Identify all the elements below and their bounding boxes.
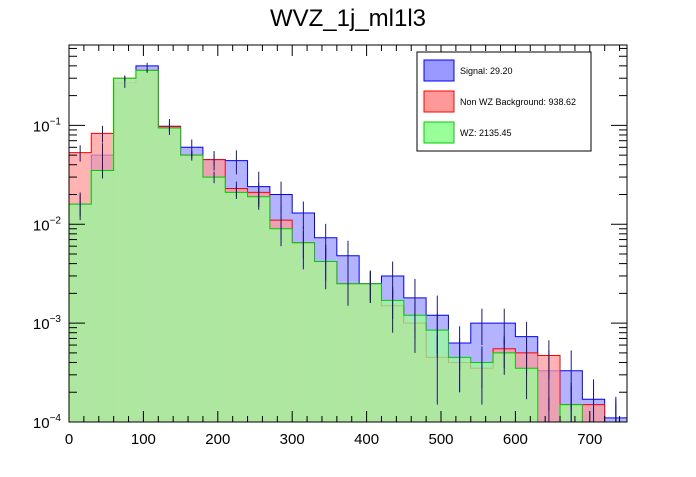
- wz-bin-1: [91, 170, 114, 422]
- x-tick-label: 700: [577, 431, 602, 448]
- wz-bin-4: [158, 128, 181, 422]
- y-tick-label-exponent: −1: [50, 116, 62, 127]
- wz-bin-7: [225, 192, 248, 422]
- wz-bin-10: [292, 242, 315, 422]
- x-tick-label: 600: [503, 431, 528, 448]
- chart-title: WVZ_1j_ml1l3: [270, 5, 426, 32]
- y-tick-label-exponent: −4: [50, 413, 62, 424]
- wz-bin-8: [247, 196, 270, 422]
- wz-bin-15: [403, 315, 427, 422]
- wz-error-bars: [79, 68, 617, 422]
- wz-bin-11: [314, 261, 337, 422]
- legend-swatch-non-wz-background: [423, 90, 455, 113]
- wz-bin-6: [202, 177, 226, 422]
- error-bars-layer: [79, 62, 617, 422]
- series-wz: [68, 69, 627, 423]
- y-tick-label-exponent: −3: [50, 314, 62, 325]
- signal-outline: [68, 65, 627, 422]
- wz-bin-19: [493, 352, 516, 422]
- x-tick-label: 100: [131, 431, 156, 448]
- y-tick-label: 10−1: [33, 116, 62, 135]
- wz-outline: [68, 69, 627, 423]
- y-tick-label-base: 10: [33, 118, 50, 135]
- legend-label-non-wz-background: Non WZ Background: 938.62: [460, 97, 576, 107]
- x-tick-label: 400: [354, 431, 379, 448]
- legend-label-signal: Signal: 29.20: [460, 66, 513, 76]
- histogram-bars-layer: [68, 65, 627, 423]
- x-tick-label: 200: [205, 431, 230, 448]
- wz-bin-13: [359, 283, 382, 422]
- y-tick-label-exponent: −2: [50, 215, 62, 226]
- x-tick-label: 0: [65, 431, 73, 448]
- wz-bin-14: [381, 300, 404, 422]
- y-tick-label: 10−4: [33, 413, 62, 432]
- legend-swatch-wz: [423, 121, 455, 144]
- wz-bin-0: [69, 204, 92, 422]
- wz-bin-9: [269, 228, 293, 422]
- wz-bin-2: [113, 78, 136, 422]
- legend-label-wz: WZ: 2135.45: [460, 128, 512, 138]
- wz-bin-12: [336, 283, 360, 422]
- wz-bin-5: [180, 155, 203, 422]
- x-tick-label: 300: [280, 431, 305, 448]
- y-tick-label-base: 10: [33, 316, 50, 333]
- y-tick-label-base: 10: [33, 217, 50, 234]
- legend: Signal: 29.20 Non WZ Background: 938.62 WZ…: [416, 51, 592, 152]
- y-tick-label: 10−2: [33, 215, 62, 234]
- y-tick-label: 10−3: [33, 314, 62, 333]
- x-tick-label: 500: [428, 431, 453, 448]
- wz-bin-3: [135, 70, 159, 422]
- y-tick-label-base: 10: [33, 415, 50, 432]
- legend-swatch-signal: [423, 59, 455, 82]
